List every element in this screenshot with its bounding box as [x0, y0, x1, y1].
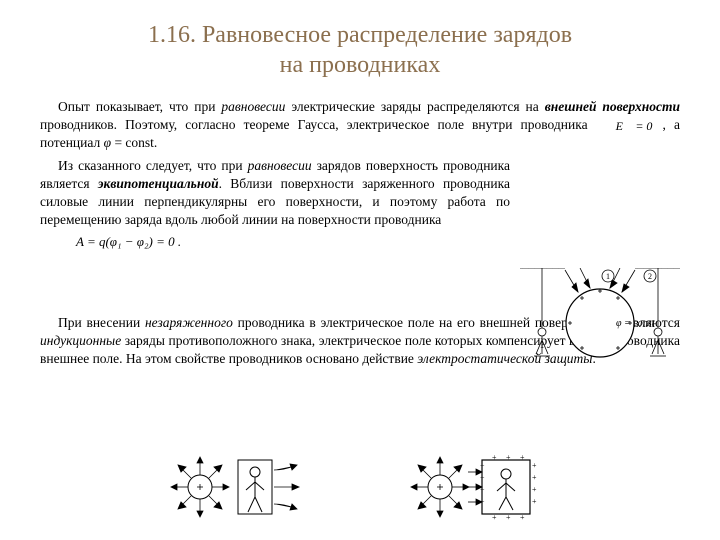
text: Опыт показывает, что при — [58, 99, 221, 114]
svg-text:−: − — [480, 473, 485, 482]
svg-text:+: + — [532, 461, 537, 470]
slide-title: 1.16. Равновесное распределение зарядов … — [40, 20, 680, 80]
em-uncharged: незаряженного — [145, 315, 233, 330]
text: электрические заряды распределяются на — [285, 99, 544, 114]
svg-text:+: + — [532, 497, 537, 506]
em-equipotential: эквипотенциальной — [98, 176, 219, 191]
fig-label-2: 2 — [648, 272, 652, 281]
em-equilibrium-2: равновесии — [248, 158, 312, 173]
svg-text:+: + — [532, 473, 537, 482]
paragraph-1: Опыт показывает, что при равновесии элек… — [40, 98, 680, 153]
svg-text:+: + — [506, 513, 511, 522]
svg-text:+: + — [506, 453, 511, 462]
figure-equipotential-sphere: 1 2 φ = const — [520, 268, 680, 378]
phi-symbol: φ — [104, 135, 111, 150]
phi-const-label: φ = const — [616, 318, 655, 329]
paragraph-2: Из сказанного следует, что при равновеси… — [40, 157, 680, 230]
equation-work-zero: A = q(φ₁ − φ₂) = 0 . — [76, 234, 680, 250]
em-outer-surface: внешней поверхности — [545, 99, 680, 114]
text: Из сказанного следует, что при — [58, 158, 248, 173]
figure-shielding-row: −−−− ++++ +++ +++ — [0, 452, 720, 522]
svg-text:+: + — [520, 453, 525, 462]
slide: 1.16. Равновесное распределение зарядов … — [0, 0, 720, 540]
figure-shielded: −−−− ++++ +++ +++ — [410, 452, 550, 522]
text: При внесении — [58, 315, 145, 330]
em-induction: индукционные — [40, 333, 121, 348]
title-line-2: на проводниках — [280, 52, 441, 78]
svg-text:+: + — [492, 513, 497, 522]
equation-e-zero: E⃗ = 0 — [596, 118, 655, 134]
title-line-1: 1.16. Равновесное распределение зарядов — [148, 22, 572, 48]
text: проводников. Поэтому, согласно теореме Г… — [40, 117, 596, 132]
svg-text:+: + — [532, 485, 537, 494]
svg-text:+: + — [520, 513, 525, 522]
figure-unshielded — [170, 452, 310, 522]
em-equilibrium: равновесии — [221, 99, 285, 114]
text: = const. — [111, 135, 157, 150]
svg-text:−: − — [480, 461, 485, 470]
svg-text:+: + — [492, 453, 497, 462]
fig-label-1: 1 — [606, 272, 610, 281]
